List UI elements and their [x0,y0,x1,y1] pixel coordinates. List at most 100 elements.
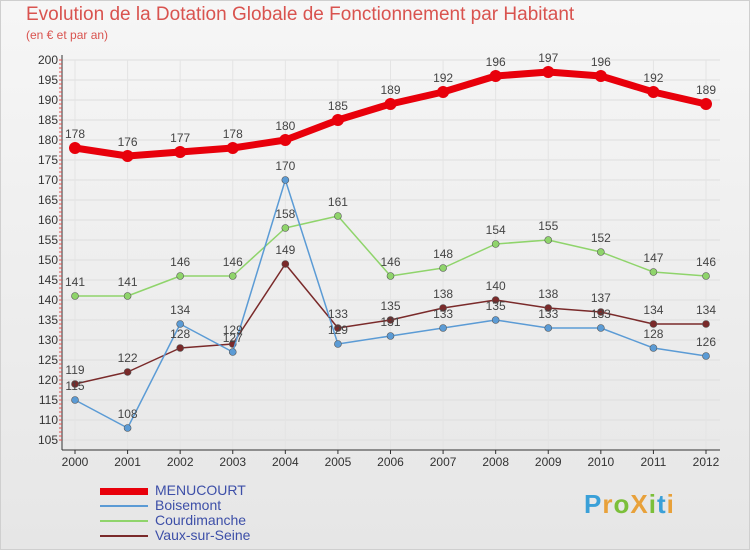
y-tick-label: 110 [39,413,58,427]
data-point-courdimanche [71,292,79,300]
legend-label: Vaux-sur-Seine [155,527,251,543]
x-tick-label: 2001 [114,455,141,469]
data-point-menucourt [174,146,187,158]
data-label: 148 [433,247,453,261]
legend-label: MENUCOURT [155,482,246,498]
data-label: 146 [170,255,190,269]
data-label: 133 [591,307,611,321]
data-label: 178 [65,127,85,141]
data-label: 192 [643,71,663,85]
data-point-courdimanche [597,248,605,256]
legend-label: Boisemont [155,497,222,513]
y-tick-label: 130 [38,333,58,347]
data-label: 137 [591,291,611,305]
data-point-courdimanche [702,272,710,280]
data-point-vaux-sur-seine [334,324,342,332]
logo-letter: r [602,489,614,519]
legend-swatch [100,535,148,537]
data-point-vaux-sur-seine [386,316,395,324]
data-point-boisemont [597,324,605,332]
y-tick-label: 120 [38,373,58,387]
data-label: 135 [486,299,506,313]
y-tick-label: 165 [38,193,58,207]
data-label: 147 [643,251,663,265]
data-label: 126 [696,335,716,349]
data-point-courdimanche [544,236,553,244]
y-tick-label: 170 [38,173,58,187]
data-label: 134 [643,303,663,317]
data-point-menucourt [542,66,555,78]
data-label: 149 [275,243,295,257]
data-label: 133 [328,307,348,321]
data-point-courdimanche [334,212,342,220]
y-tick-label: 155 [38,233,58,247]
data-point-menucourt [331,114,344,126]
data-label: 128 [170,327,190,341]
data-point-courdimanche [386,272,395,280]
y-tick-label: 140 [38,293,58,307]
x-tick-label: 2007 [430,455,457,469]
logo-letter: o [613,489,631,519]
logo-letter: i [648,489,657,519]
data-point-vaux-sur-seine [176,344,184,352]
data-label: 138 [433,287,453,301]
data-point-menucourt [69,142,81,154]
data-point-boisemont [334,340,342,348]
data-point-vaux-sur-seine [491,296,500,304]
data-point-courdimanche [439,264,447,272]
data-label: 129 [223,323,243,337]
data-point-boisemont [544,324,553,332]
data-label: 138 [538,287,558,301]
logo-letter: t [656,489,667,519]
data-label: 134 [696,303,716,317]
data-label: 108 [118,407,138,421]
data-label: 129 [328,323,348,337]
data-point-boisemont [71,396,79,404]
y-tick-label: 175 [38,153,58,167]
data-label: 146 [380,255,400,269]
data-point-courdimanche [491,240,500,248]
data-label: 185 [328,99,348,113]
x-tick-label: 2005 [325,455,352,469]
data-label: 141 [65,275,85,289]
data-point-menucourt [226,142,239,154]
y-tick-label: 150 [38,253,58,267]
data-point-vaux-sur-seine [123,368,132,376]
data-point-boisemont [439,324,447,332]
data-point-vaux-sur-seine [544,304,553,312]
chart-subtitle: (en € et par an) [26,28,109,42]
data-point-vaux-sur-seine [702,320,710,328]
logo-letter: P [584,489,603,519]
data-point-courdimanche [176,272,184,280]
data-point-boisemont [491,316,500,324]
data-point-menucourt [279,134,292,146]
data-label: 135 [380,299,400,313]
data-point-boisemont [702,352,710,360]
y-tick-label: 190 [38,93,58,107]
data-point-vaux-sur-seine [439,304,447,312]
legend-swatch [100,487,148,495]
y-tick-label: 125 [38,353,58,367]
data-label: 196 [591,55,611,69]
data-label: 146 [223,255,243,269]
data-label: 127 [223,331,243,345]
data-point-boisemont [123,424,132,432]
data-label: 158 [275,207,295,221]
data-label: 152 [591,231,611,245]
data-point-menucourt [647,86,660,98]
data-label: 131 [380,315,400,329]
data-label: 192 [433,71,453,85]
data-label: 176 [118,135,138,149]
data-label: 128 [643,327,663,341]
data-label: 155 [538,219,558,233]
data-point-menucourt [384,98,397,110]
data-point-menucourt [594,70,607,82]
data-label: 189 [380,83,400,97]
data-point-boisemont [176,320,184,328]
data-point-courdimanche [281,224,290,232]
x-tick-label: 2012 [693,455,720,469]
data-label: 133 [433,307,453,321]
data-label: 178 [223,127,243,141]
data-label: 146 [696,255,716,269]
